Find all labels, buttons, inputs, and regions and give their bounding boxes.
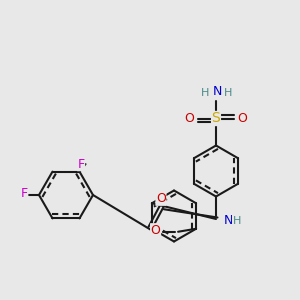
Text: O: O xyxy=(151,224,160,237)
Text: N: N xyxy=(224,214,233,227)
Text: N: N xyxy=(213,85,222,98)
Text: S: S xyxy=(212,112,220,125)
Text: O: O xyxy=(238,112,247,125)
Text: H: H xyxy=(201,88,210,98)
Text: H: H xyxy=(224,88,232,98)
Text: H: H xyxy=(232,215,241,226)
Text: O: O xyxy=(156,192,166,205)
Text: O: O xyxy=(185,112,194,125)
Text: F: F xyxy=(20,187,28,200)
Text: F: F xyxy=(77,158,85,171)
